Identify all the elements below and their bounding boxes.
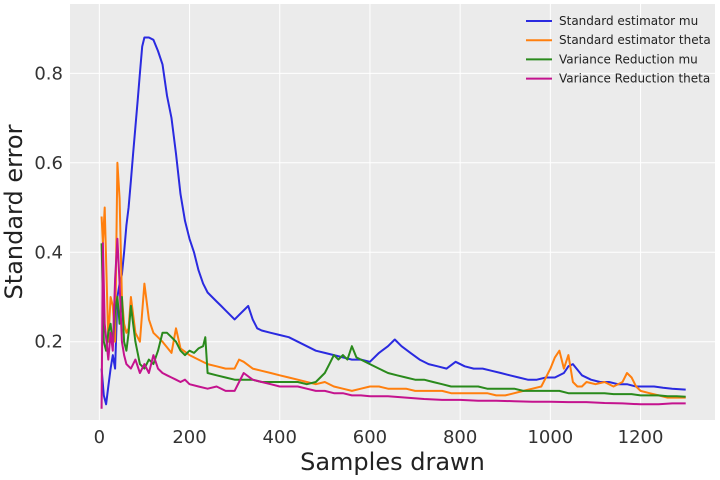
y-tick-label: 0.6 — [34, 153, 63, 174]
legend-label: Variance Reduction mu — [559, 52, 698, 66]
x-tick-label: 400 — [263, 427, 297, 448]
y-tick-labels: 0.2 0.4 0.6 0.8 — [34, 63, 63, 352]
legend: Standard estimator mu Standard estimator … — [526, 14, 711, 86]
x-tick-label: 800 — [443, 427, 477, 448]
legend-label: Variance Reduction theta — [559, 72, 710, 86]
y-tick-label: 0.8 — [34, 63, 63, 84]
series-line-2 — [100, 161, 686, 399]
x-tick-label: 600 — [353, 427, 387, 448]
y-tick-label: 0.4 — [34, 242, 63, 263]
grid-lines — [70, 4, 715, 420]
x-tick-label: 200 — [172, 427, 206, 448]
y-axis-label: Standard error — [0, 124, 28, 299]
series-line-4 — [100, 237, 686, 409]
x-tick-label: 0 — [94, 427, 105, 448]
y-tick-label: 0.2 — [34, 332, 63, 353]
series-lines — [100, 36, 686, 409]
series-line-3 — [100, 243, 686, 398]
x-tick-labels: 0 200 400 600 800 1000 1200 — [94, 427, 664, 448]
x-axis-label: Samples drawn — [300, 448, 485, 476]
legend-label: Standard estimator mu — [559, 14, 698, 28]
series-line-1 — [100, 36, 686, 406]
x-tick-label: 1200 — [618, 427, 664, 448]
x-tick-label: 1000 — [527, 427, 573, 448]
legend-label: Standard estimator theta — [559, 33, 711, 47]
